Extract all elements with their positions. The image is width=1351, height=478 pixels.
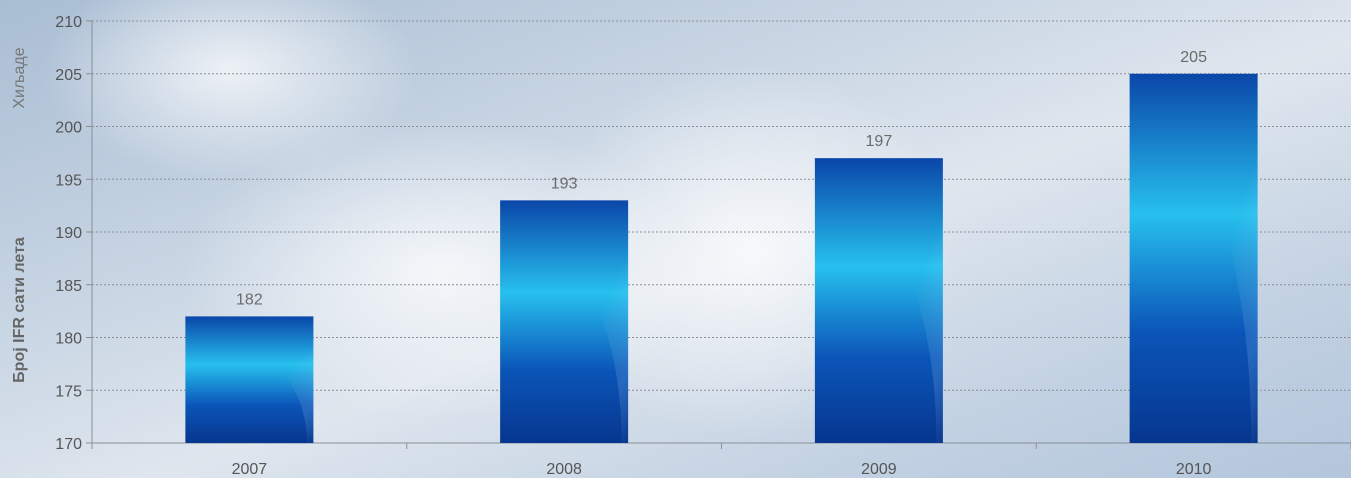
data-label: 193 — [551, 175, 578, 192]
y-tick-label: 180 — [55, 331, 82, 348]
y-tick-label: 175 — [55, 383, 82, 400]
y-axis-unit: Хиљаде — [11, 47, 28, 108]
y-tick-label: 205 — [55, 67, 82, 84]
y-tick-label: 170 — [55, 436, 82, 453]
x-tick-label: 2008 — [546, 461, 582, 478]
y-tick-label: 195 — [55, 172, 82, 189]
data-label: 205 — [1180, 49, 1207, 66]
y-tick-label: 190 — [55, 225, 82, 242]
y-tick-label: 210 — [55, 14, 82, 31]
data-label: 197 — [866, 133, 893, 150]
y-tick-label: 200 — [55, 120, 82, 137]
data-label: 182 — [236, 291, 263, 308]
y-tick-label: 185 — [55, 278, 82, 295]
bars — [185, 74, 1257, 443]
y-axis-title: Број IFR сати лета — [11, 237, 28, 383]
x-tick-label: 2007 — [232, 461, 268, 478]
x-tick-label: 2010 — [1176, 461, 1212, 478]
x-tick-label: 2009 — [861, 461, 897, 478]
